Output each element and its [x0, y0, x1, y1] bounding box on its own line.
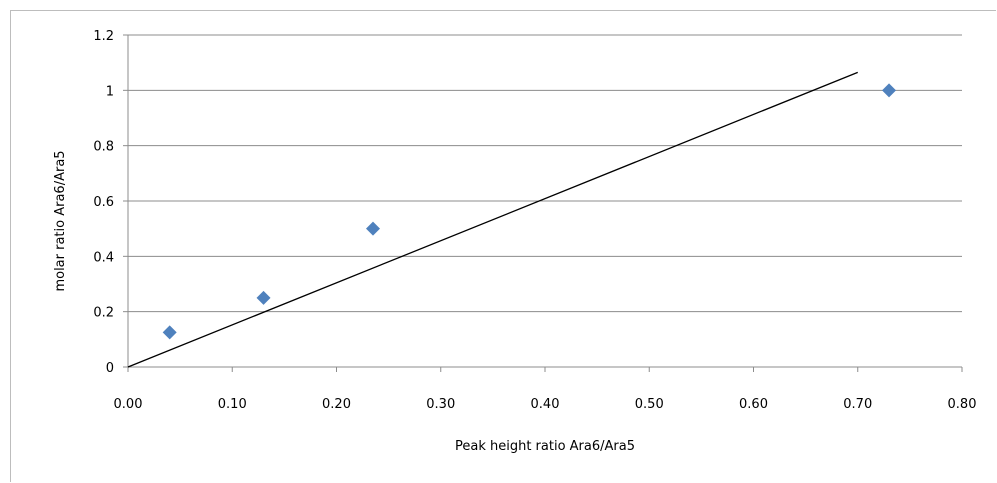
- trendline: [127, 71, 858, 368]
- y-axis-title: molar ratio Ara6/Ara5: [53, 150, 68, 291]
- data-point: [162, 325, 177, 340]
- data-point: [256, 290, 271, 305]
- y-tick-label: 1.2: [93, 29, 114, 44]
- x-tick-label: 0.80: [948, 397, 977, 412]
- y-tick-label: 1: [106, 84, 114, 99]
- x-tick-label: 0.20: [322, 397, 351, 412]
- x-axis-title: Peak height ratio Ara6/Ara5: [455, 439, 635, 454]
- y-tick-label: 0.6: [93, 195, 114, 210]
- gridlines: [128, 34, 962, 313]
- x-tick-label: 0.60: [739, 397, 768, 412]
- y-tick-label: 0: [106, 361, 114, 376]
- data-point: [365, 221, 380, 236]
- x-tick-label: 0.10: [218, 397, 247, 412]
- y-axis-tick-labels: 0 0.2 0.4 0.6 0.8 1 1.2: [93, 29, 114, 376]
- chart-area: [10, 10, 996, 482]
- trendline-group: [127, 71, 858, 368]
- data-points: [162, 83, 897, 340]
- x-tick-label: 0.30: [426, 397, 455, 412]
- axes: [123, 34, 963, 372]
- x-tick-label: 0.70: [843, 397, 872, 412]
- data-point: [882, 83, 897, 98]
- y-tick-label: 0.2: [93, 306, 114, 321]
- x-tick-label: 0.50: [635, 397, 664, 412]
- x-tick-label: 0.40: [531, 397, 560, 412]
- x-axis-tick-labels: 0.00 0.10 0.20 0.30 0.40 0.50 0.60 0.70 0.80: [114, 397, 977, 412]
- y-tick-label: 0.4: [93, 250, 114, 265]
- y-tick-label: 0.8: [93, 140, 114, 155]
- x-tick-label: 0.00: [114, 397, 143, 412]
